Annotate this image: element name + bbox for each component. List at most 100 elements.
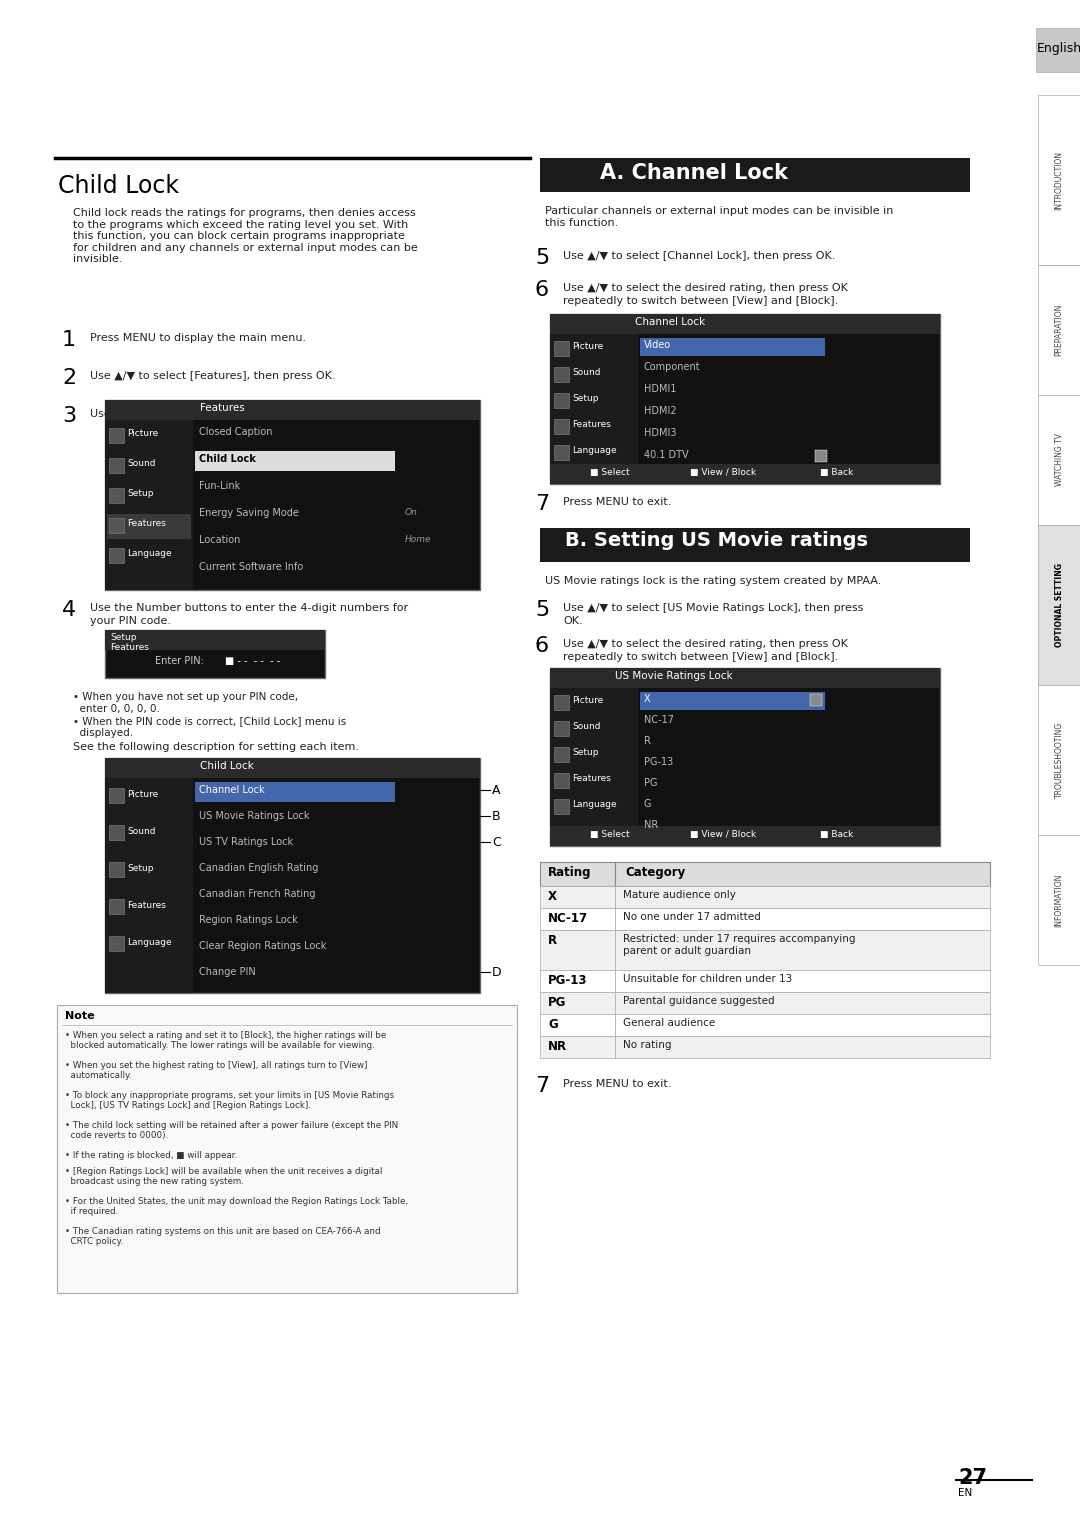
Text: R: R xyxy=(644,736,651,747)
Bar xyxy=(107,818,191,849)
Bar xyxy=(107,782,191,812)
Text: Picture: Picture xyxy=(572,342,604,351)
Text: Particular channels or external input modes can be invisible in
this function.: Particular channels or external input mo… xyxy=(545,206,893,228)
Text: • When you set the highest rating to [View], all ratings turn to [View]
  automa: • When you set the highest rating to [Vi… xyxy=(65,1061,367,1081)
Bar xyxy=(540,863,615,886)
Text: On: On xyxy=(405,508,418,518)
Text: • If the rating is blocked, ■ will appear.: • If the rating is blocked, ■ will appea… xyxy=(65,1151,238,1161)
Bar xyxy=(109,548,124,563)
Text: Use ▲/▼ to select the desired rating, then press OK: Use ▲/▼ to select the desired rating, th… xyxy=(563,638,848,649)
Text: B: B xyxy=(492,809,501,823)
Text: NC-17: NC-17 xyxy=(548,912,589,925)
Text: Setup: Setup xyxy=(572,748,598,757)
Text: • When the PIN code is correct, [Child Lock] menu is
  displayed.: • When the PIN code is correct, [Child L… xyxy=(73,716,347,738)
Text: Region Ratings Lock: Region Ratings Lock xyxy=(199,915,298,925)
Text: HDMI2: HDMI2 xyxy=(644,406,677,415)
Text: Use ▲/▼ to select [Channel Lock], then press OK.: Use ▲/▼ to select [Channel Lock], then p… xyxy=(563,250,835,261)
Text: NR: NR xyxy=(644,820,658,831)
Bar xyxy=(107,857,191,886)
Text: ■ View / Block: ■ View / Block xyxy=(690,831,756,838)
Text: Child Lock: Child Lock xyxy=(199,454,256,464)
Text: C: C xyxy=(492,835,501,849)
Text: ■ Back: ■ Back xyxy=(820,467,853,476)
Bar xyxy=(109,788,124,803)
Bar xyxy=(550,464,940,484)
Text: Press MENU to exit.: Press MENU to exit. xyxy=(563,1080,672,1089)
Text: Sound: Sound xyxy=(127,828,156,835)
Bar xyxy=(554,392,569,408)
Bar xyxy=(107,484,191,508)
Text: Rating: Rating xyxy=(548,866,592,880)
Text: 5: 5 xyxy=(535,247,550,269)
Text: Use the Number buttons to enter the 4-digit numbers for: Use the Number buttons to enter the 4-di… xyxy=(90,603,408,612)
Text: R: R xyxy=(548,935,557,947)
Text: 40.1 DTV: 40.1 DTV xyxy=(644,450,689,460)
Text: Language: Language xyxy=(572,446,617,455)
Text: A. Channel Lock: A. Channel Lock xyxy=(600,163,788,183)
Bar xyxy=(552,718,636,741)
Text: Change PIN: Change PIN xyxy=(199,967,256,977)
Text: Language: Language xyxy=(127,938,172,947)
Text: Sound: Sound xyxy=(572,722,600,731)
Bar xyxy=(550,689,638,846)
Bar xyxy=(810,693,822,705)
Text: D: D xyxy=(492,967,501,979)
Text: English: English xyxy=(1037,43,1080,55)
Bar xyxy=(554,747,569,762)
Bar xyxy=(554,444,569,460)
Bar xyxy=(1038,686,1080,835)
Text: Child Lock: Child Lock xyxy=(58,174,179,199)
Text: X: X xyxy=(548,890,557,902)
Text: INTRODUCTION: INTRODUCTION xyxy=(1054,151,1064,209)
Bar xyxy=(540,930,615,970)
Text: Sound: Sound xyxy=(127,460,156,467)
Text: Press MENU to exit.: Press MENU to exit. xyxy=(563,496,672,507)
Bar xyxy=(615,993,990,1014)
Bar xyxy=(57,1005,517,1293)
Text: 27: 27 xyxy=(958,1467,987,1487)
Text: 1: 1 xyxy=(62,330,76,350)
Bar xyxy=(554,366,569,382)
Text: Picture: Picture xyxy=(572,696,604,705)
Text: Parental guidance suggested: Parental guidance suggested xyxy=(623,996,774,1006)
Text: Features: Features xyxy=(110,643,149,652)
Bar xyxy=(640,337,825,356)
Text: repeatedly to switch between [View] and [Block].: repeatedly to switch between [View] and … xyxy=(563,652,838,663)
Bar xyxy=(550,667,940,846)
Text: Home: Home xyxy=(405,534,432,544)
Text: Features: Features xyxy=(200,403,245,412)
Bar xyxy=(109,863,124,876)
Bar xyxy=(615,930,990,970)
Text: ■ Select: ■ Select xyxy=(590,831,630,838)
Text: No one under 17 admitted: No one under 17 admitted xyxy=(623,912,760,922)
Text: 2: 2 xyxy=(62,368,76,388)
Text: INFORMATION: INFORMATION xyxy=(1054,873,1064,927)
Text: Setup: Setup xyxy=(572,394,598,403)
Text: Component: Component xyxy=(644,362,701,373)
Text: HDMI1: HDMI1 xyxy=(644,383,676,394)
Text: • The Canadian rating systems on this unit are based on CEA-766-A and
  CRTC pol: • The Canadian rating systems on this un… xyxy=(65,1228,380,1246)
Text: WATCHING TV: WATCHING TV xyxy=(1054,434,1064,487)
Text: • For the United States, the unit may download the Region Ratings Lock Table,
  : • For the United States, the unit may do… xyxy=(65,1197,408,1217)
Text: Closed Caption: Closed Caption xyxy=(199,428,272,437)
Text: Features: Features xyxy=(572,420,611,429)
Text: 7: 7 xyxy=(535,495,549,515)
Bar xyxy=(105,757,480,993)
Text: 3: 3 xyxy=(62,406,76,426)
Bar xyxy=(615,886,990,909)
Bar xyxy=(552,363,636,386)
Text: Canadian English Rating: Canadian English Rating xyxy=(199,863,319,873)
Bar xyxy=(109,458,124,473)
Bar xyxy=(107,930,191,960)
Bar xyxy=(554,695,569,710)
Text: Note: Note xyxy=(65,1011,95,1022)
Bar xyxy=(615,1035,990,1058)
Text: US TV Ratings Lock: US TV Ratings Lock xyxy=(199,837,293,847)
Bar xyxy=(1038,266,1080,395)
Bar xyxy=(552,744,636,767)
Text: • The child lock setting will be retained after a power failure (except the PIN
: • The child lock setting will be retaine… xyxy=(65,1121,399,1141)
Bar xyxy=(109,518,124,533)
Bar xyxy=(554,418,569,434)
Text: US Movie Ratings Lock: US Movie Ratings Lock xyxy=(615,670,732,681)
Text: ■ Select: ■ Select xyxy=(590,467,630,476)
